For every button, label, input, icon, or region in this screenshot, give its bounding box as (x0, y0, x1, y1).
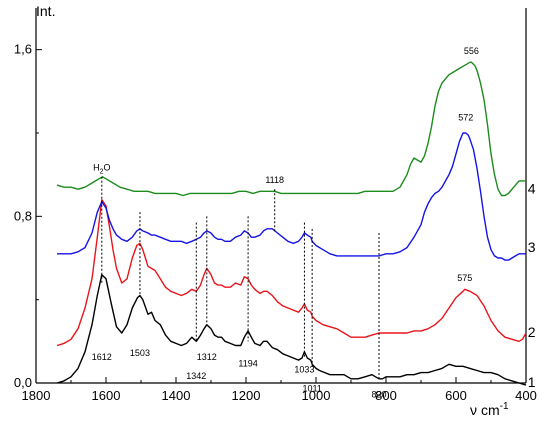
peak-label: 1194 (238, 358, 257, 368)
series-line-2 (56, 199, 527, 347)
peak-label: 572 (458, 113, 473, 123)
series-line-3 (57, 132, 526, 261)
series-line-1 (56, 274, 527, 386)
peak-label: 1011 (302, 383, 321, 393)
peak-label: 820 (371, 390, 386, 400)
peak-lines (101, 176, 380, 379)
peak-label: 575 (457, 273, 472, 283)
x-tick-label: 600 (445, 388, 467, 403)
x-axis-label-nu: ν (470, 402, 477, 418)
x-tick-label: 1400 (162, 388, 191, 403)
x-axis-label-unit: cm (481, 402, 500, 418)
x-axis-label: ν cm-1 (470, 401, 509, 418)
x-axis-label-exp: -1 (500, 401, 509, 412)
peak-label: 1342 (186, 371, 206, 381)
y-tick-label: 0,0 (14, 375, 32, 390)
series-line-4 (56, 61, 526, 197)
y-tick-label: 1,6 (14, 42, 32, 57)
y-tick-label: 0,8 (14, 208, 32, 223)
peak-label: 1118 (265, 175, 284, 185)
series-label: 4 (528, 180, 536, 196)
series-layer (56, 61, 527, 386)
peak-label: 556 (464, 46, 479, 56)
peak-label: 1612 (92, 352, 112, 362)
series-label: 1 (528, 374, 536, 390)
y-axis-label: Int. (36, 3, 55, 19)
peak-label: 1033 (294, 365, 314, 375)
peak-label: 1503 (130, 348, 150, 358)
axes: 1800 1600 1400 1200 1000 800 600 400 0,0 0,8 1,6 (14, 8, 537, 403)
x-tick-label: 1200 (232, 388, 261, 403)
water-label: H2O (93, 163, 110, 176)
series-label: 3 (528, 239, 536, 255)
x-tick-label: 400 (515, 388, 537, 403)
x-tick-label: 1000 (302, 388, 331, 403)
x-tick-label: 1600 (92, 388, 121, 403)
annotations: 1612 150313421312119410331011820111857557… (92, 46, 536, 400)
peak-label: 1312 (197, 352, 217, 362)
x-tick-label: 1800 (22, 388, 51, 403)
series-label: 2 (528, 324, 536, 340)
x-tick-label: 800 (375, 388, 397, 403)
